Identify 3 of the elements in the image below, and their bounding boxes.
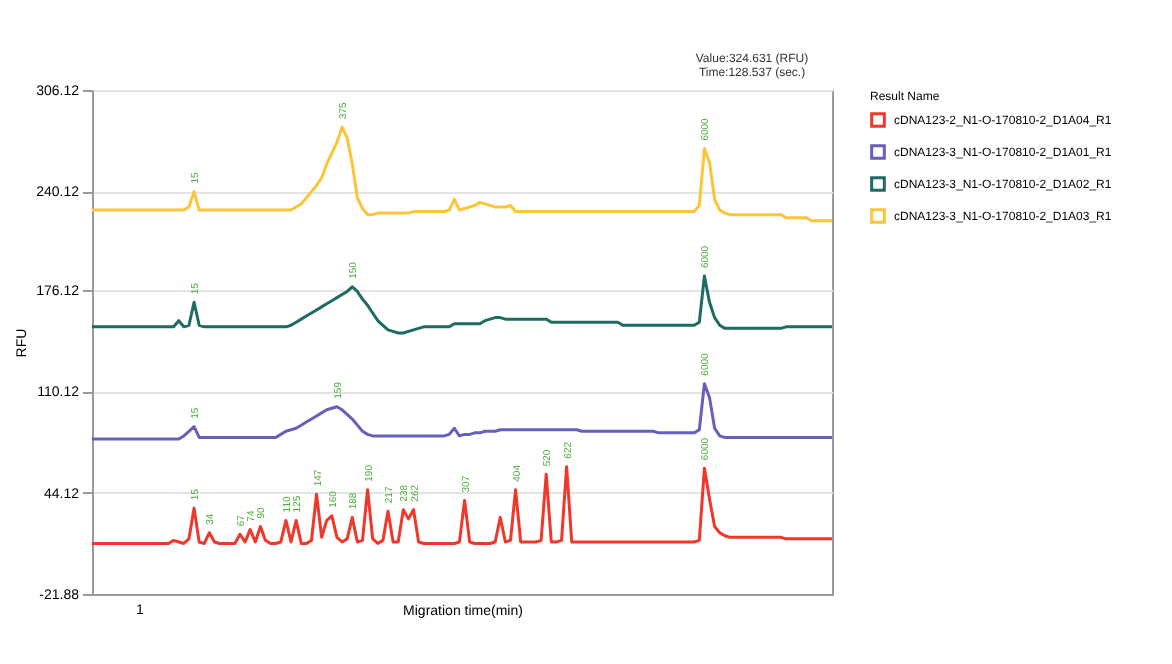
line-series: [90, 465, 834, 545]
line-series: [90, 274, 834, 335]
line-series: [90, 382, 834, 441]
